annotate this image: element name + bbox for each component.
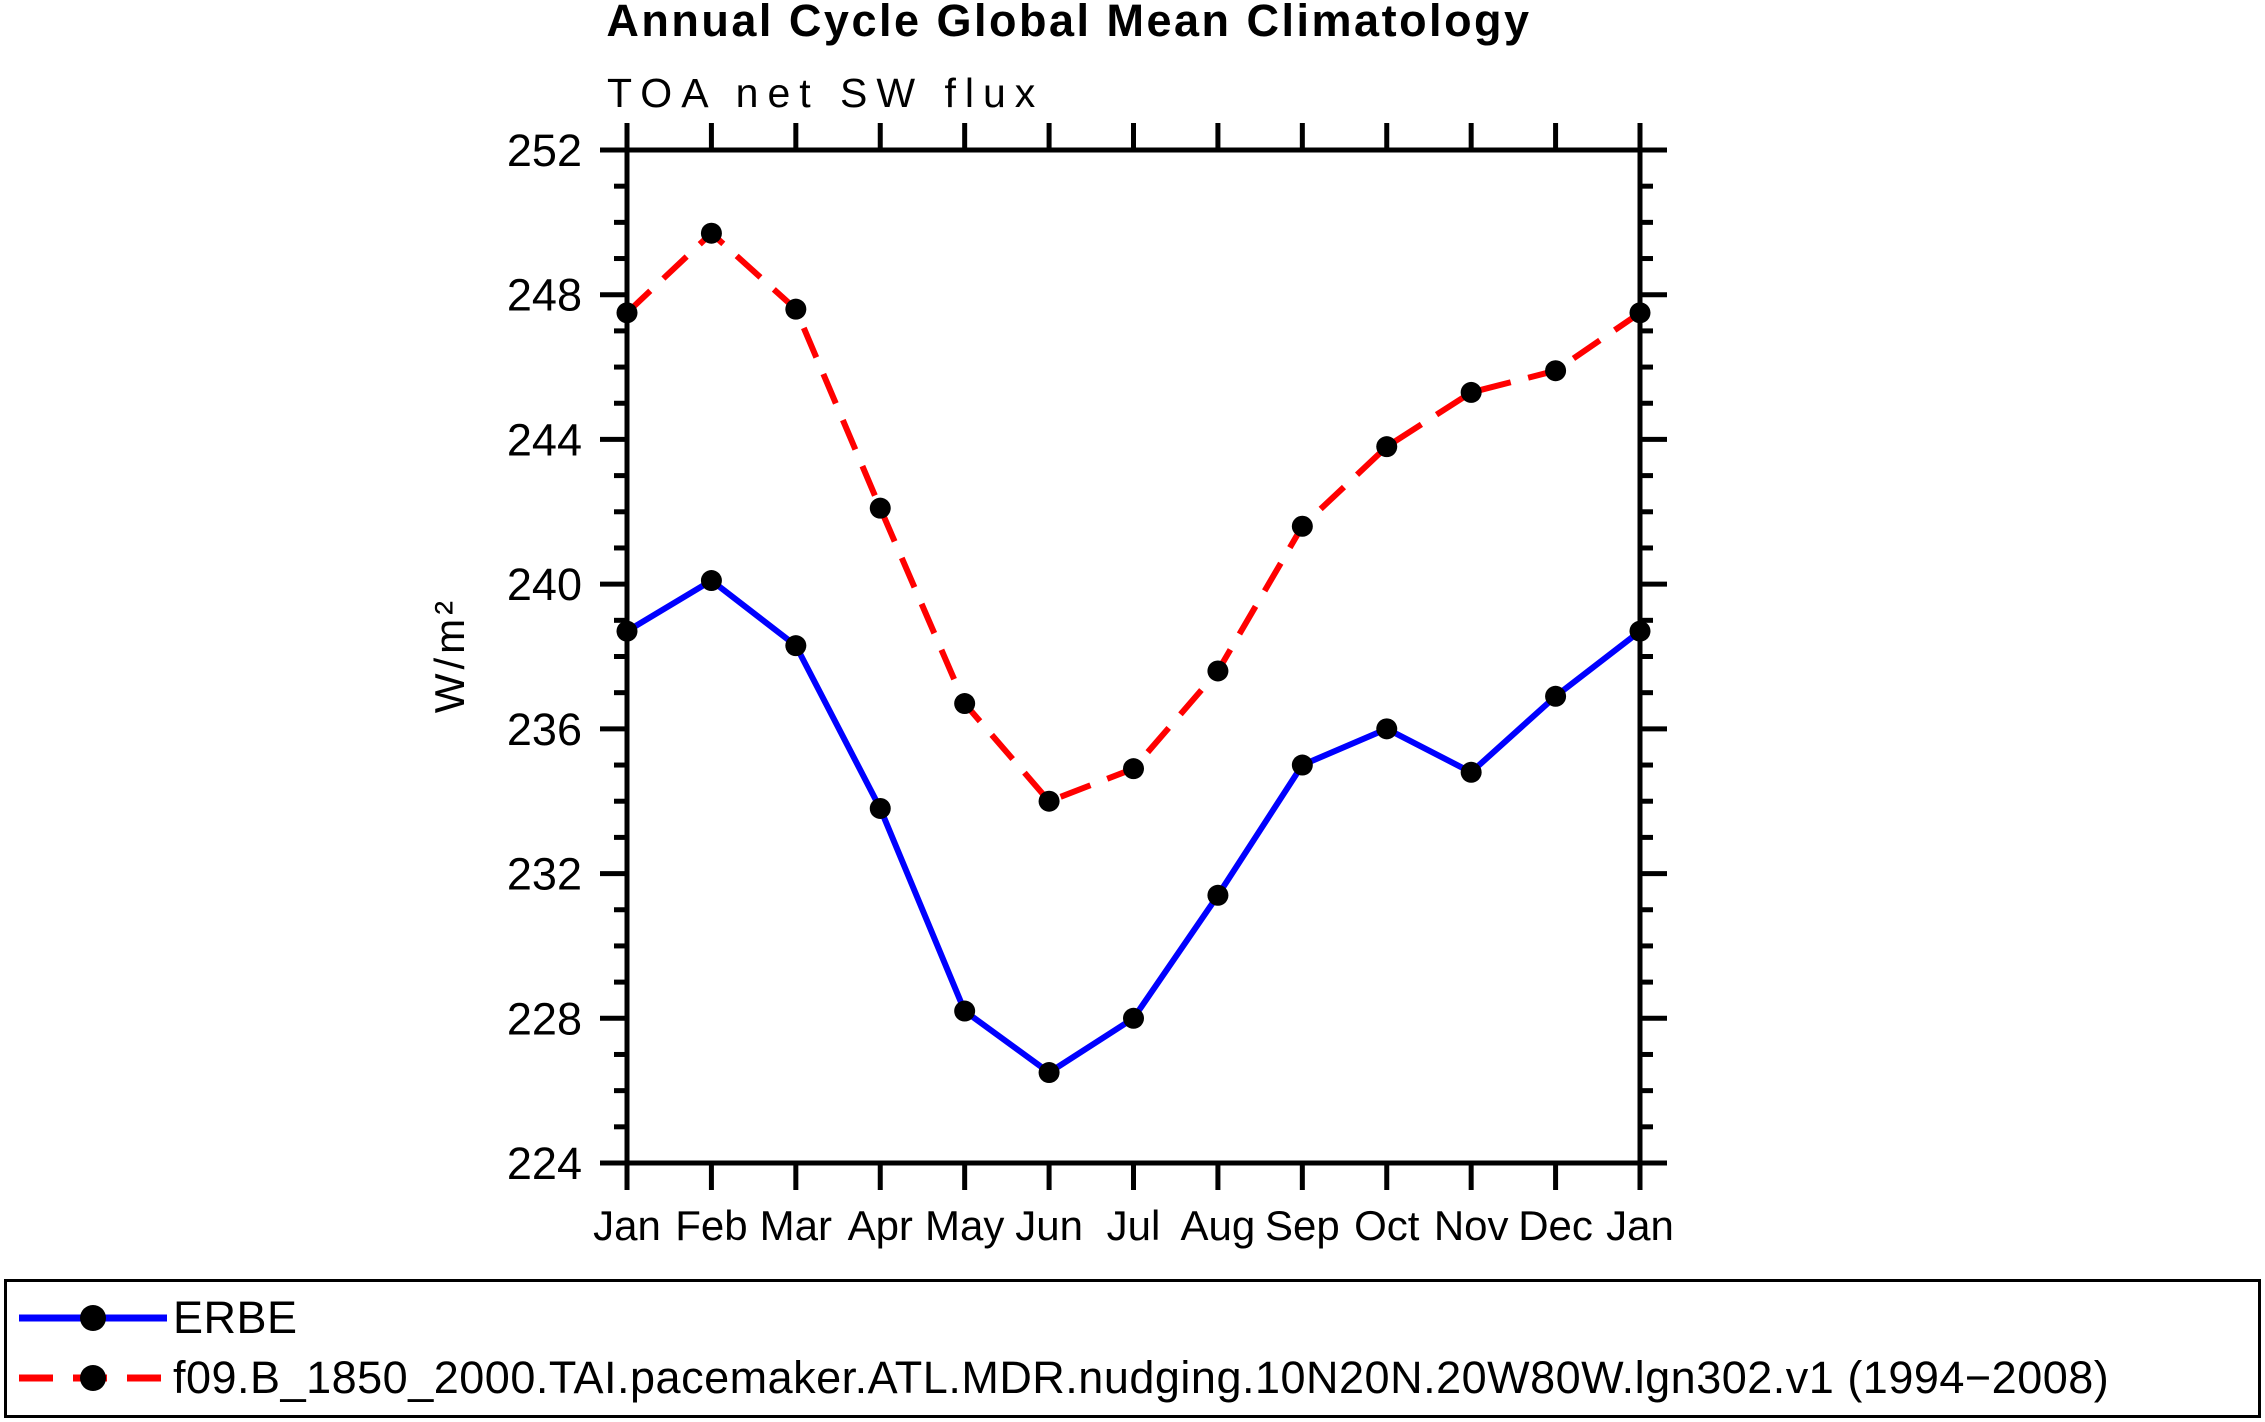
chart-title: Annual Cycle Global Mean Climatology: [606, 0, 1532, 46]
data-point: [954, 693, 976, 715]
legend-item-model: f09.B_1850_2000.TAI.pacemaker.ATL.MDR.nu…: [13, 1348, 2109, 1408]
month-label: Jun: [1015, 1202, 1083, 1249]
data-point: [869, 497, 891, 519]
y-tick-label: 228: [507, 993, 582, 1044]
y-tick-label: 240: [507, 559, 582, 610]
legend-label-erbe: ERBE: [173, 1292, 298, 1343]
data-point: [1038, 790, 1060, 812]
month-label: Sep: [1265, 1202, 1340, 1249]
y-tick-label: 224: [507, 1138, 582, 1189]
data-point: [1207, 660, 1229, 682]
y-tick-label: 244: [507, 414, 582, 465]
legend-sample-line-erbe: [19, 1305, 167, 1331]
series-line-1: [624, 230, 1642, 805]
data-point: [869, 797, 891, 819]
data-point: [616, 620, 638, 642]
series-line-0: [625, 577, 1642, 1076]
y-tick-label: 232: [507, 849, 582, 900]
month-label: May: [925, 1202, 1004, 1249]
legend-item-erbe: ERBE: [13, 1288, 298, 1348]
month-label: Aug: [1181, 1202, 1256, 1249]
data-point: [1291, 754, 1313, 776]
month-label: Dec: [1518, 1202, 1593, 1249]
y-tick-label: 252: [507, 125, 582, 176]
legend-box: ERBE f09.B_1850_2000.TAI.pacemaker.ATL.M…: [4, 1279, 2261, 1418]
data-point: [1291, 515, 1313, 537]
month-label: Feb: [675, 1202, 747, 1249]
month-label: Mar: [760, 1202, 832, 1249]
y-tick-label: 248: [507, 270, 582, 321]
data-point: [700, 570, 722, 592]
data-point: [785, 635, 807, 657]
legend-sample-line-model: [19, 1365, 167, 1391]
data-point: [954, 1000, 976, 1022]
data-point: [1460, 761, 1482, 783]
data-point: [785, 298, 807, 320]
data-point: [1545, 685, 1567, 707]
data-point: [1123, 1007, 1144, 1029]
month-label: Jul: [1107, 1202, 1161, 1249]
data-point: [1545, 360, 1567, 382]
month-label: Jan: [1606, 1202, 1674, 1249]
data-point: [700, 222, 722, 244]
legend-label-model: f09.B_1850_2000.TAI.pacemaker.ATL.MDR.nu…: [173, 1352, 2110, 1403]
data-point: [1376, 718, 1398, 740]
data-point: [1460, 381, 1482, 403]
data-point: [1376, 436, 1398, 458]
data-point: [1629, 620, 1651, 642]
month-label: Nov: [1434, 1202, 1509, 1249]
data-point: [616, 302, 638, 324]
month-label: Jan: [593, 1202, 661, 1249]
data-point: [1629, 302, 1651, 324]
data-point: [1123, 758, 1144, 780]
y-tick-label: 236: [507, 704, 582, 755]
chart-subtitle: TOA net SW flux: [607, 70, 1045, 116]
data-point: [1038, 1062, 1060, 1084]
data-point: [1207, 884, 1229, 906]
month-label: Apr: [848, 1202, 913, 1249]
month-label: Oct: [1354, 1202, 1420, 1249]
